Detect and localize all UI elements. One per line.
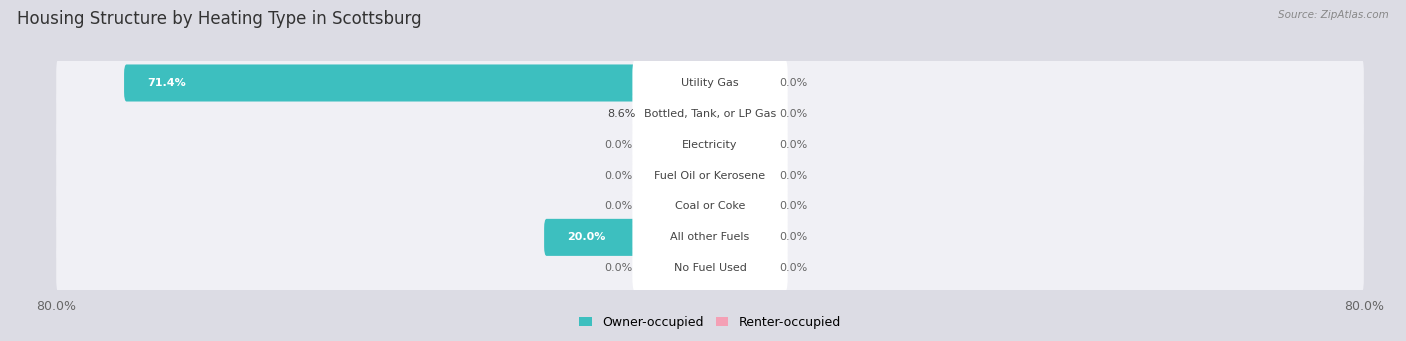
Text: Fuel Oil or Kerosene: Fuel Oil or Kerosene bbox=[654, 170, 766, 181]
Text: 0.0%: 0.0% bbox=[779, 232, 807, 242]
Text: 0.0%: 0.0% bbox=[779, 263, 807, 273]
FancyBboxPatch shape bbox=[643, 250, 713, 287]
Text: 71.4%: 71.4% bbox=[148, 78, 186, 88]
FancyBboxPatch shape bbox=[707, 188, 778, 225]
Text: 0.0%: 0.0% bbox=[605, 202, 633, 211]
FancyBboxPatch shape bbox=[56, 87, 1364, 140]
FancyBboxPatch shape bbox=[707, 126, 778, 163]
FancyBboxPatch shape bbox=[707, 219, 778, 256]
Text: 0.0%: 0.0% bbox=[605, 140, 633, 150]
Text: Electricity: Electricity bbox=[682, 140, 738, 150]
FancyBboxPatch shape bbox=[56, 57, 1364, 109]
Text: Coal or Coke: Coal or Coke bbox=[675, 202, 745, 211]
Text: Utility Gas: Utility Gas bbox=[682, 78, 738, 88]
Text: 0.0%: 0.0% bbox=[779, 78, 807, 88]
Text: 0.0%: 0.0% bbox=[779, 170, 807, 181]
FancyBboxPatch shape bbox=[707, 250, 778, 287]
FancyBboxPatch shape bbox=[633, 150, 787, 201]
FancyBboxPatch shape bbox=[633, 58, 787, 108]
FancyBboxPatch shape bbox=[56, 211, 1364, 264]
FancyBboxPatch shape bbox=[637, 95, 713, 132]
FancyBboxPatch shape bbox=[56, 149, 1364, 202]
FancyBboxPatch shape bbox=[633, 119, 787, 170]
Text: Housing Structure by Heating Type in Scottsburg: Housing Structure by Heating Type in Sco… bbox=[17, 10, 422, 28]
Text: 8.6%: 8.6% bbox=[607, 109, 636, 119]
Text: All other Fuels: All other Fuels bbox=[671, 232, 749, 242]
FancyBboxPatch shape bbox=[643, 126, 713, 163]
FancyBboxPatch shape bbox=[707, 95, 778, 132]
Text: 0.0%: 0.0% bbox=[605, 170, 633, 181]
FancyBboxPatch shape bbox=[544, 219, 713, 256]
Text: No Fuel Used: No Fuel Used bbox=[673, 263, 747, 273]
Text: 0.0%: 0.0% bbox=[605, 263, 633, 273]
FancyBboxPatch shape bbox=[124, 64, 713, 102]
FancyBboxPatch shape bbox=[707, 157, 778, 194]
FancyBboxPatch shape bbox=[633, 212, 787, 263]
Text: 0.0%: 0.0% bbox=[779, 140, 807, 150]
Text: Source: ZipAtlas.com: Source: ZipAtlas.com bbox=[1278, 10, 1389, 20]
Text: 0.0%: 0.0% bbox=[779, 109, 807, 119]
Legend: Owner-occupied, Renter-occupied: Owner-occupied, Renter-occupied bbox=[575, 311, 845, 334]
FancyBboxPatch shape bbox=[633, 243, 787, 294]
FancyBboxPatch shape bbox=[56, 118, 1364, 171]
FancyBboxPatch shape bbox=[56, 242, 1364, 295]
FancyBboxPatch shape bbox=[707, 64, 778, 102]
FancyBboxPatch shape bbox=[633, 89, 787, 139]
Text: 20.0%: 20.0% bbox=[567, 232, 606, 242]
FancyBboxPatch shape bbox=[643, 188, 713, 225]
FancyBboxPatch shape bbox=[56, 180, 1364, 233]
Text: 0.0%: 0.0% bbox=[779, 202, 807, 211]
FancyBboxPatch shape bbox=[643, 157, 713, 194]
FancyBboxPatch shape bbox=[633, 181, 787, 232]
Text: Bottled, Tank, or LP Gas: Bottled, Tank, or LP Gas bbox=[644, 109, 776, 119]
